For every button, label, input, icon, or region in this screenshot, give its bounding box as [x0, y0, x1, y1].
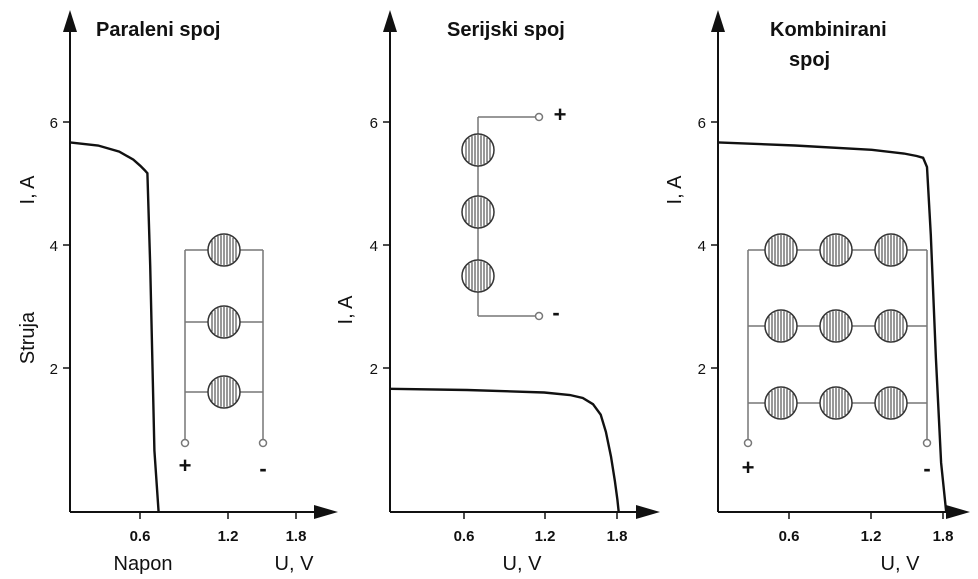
- solar-cell-icon: [764, 386, 798, 420]
- minus-sign: -: [923, 456, 930, 481]
- solar-cell-group: [764, 233, 908, 420]
- x-tick-label: 1.8: [607, 528, 628, 545]
- x-tick-label: 1.2: [218, 528, 239, 545]
- plus-sign: +: [554, 102, 567, 127]
- x-tick-label: 0.6: [130, 528, 151, 545]
- y-tick-label: 6: [370, 115, 378, 132]
- solar-cell-icon: [874, 386, 908, 420]
- solar-cell-icon: [461, 259, 495, 293]
- x-tick-label: 0.6: [454, 528, 475, 545]
- x-axis-label: U, V: [503, 553, 543, 575]
- plus-sign: +: [179, 453, 192, 478]
- plus-sign: +: [742, 455, 755, 480]
- y-axis-arrow-icon: [63, 10, 77, 32]
- panel-title-line-2: spoj: [789, 49, 830, 71]
- y-tick-label: 6: [50, 115, 58, 132]
- terminal-icon: [534, 112, 544, 122]
- solar-cell-icon: [207, 375, 241, 409]
- solar-cell-group: [461, 133, 495, 293]
- solar-cell-icon: [764, 233, 798, 267]
- solar-cell-icon: [874, 309, 908, 343]
- terminal-icon: [922, 438, 932, 448]
- x-axis-arrow-icon: [636, 505, 660, 519]
- y-tick-label: 4: [50, 238, 58, 255]
- solar-cell-icon: [764, 309, 798, 343]
- solar-cell-group: [207, 233, 241, 409]
- solar-cell-icon: [461, 195, 495, 229]
- terminal-icon: [743, 438, 753, 448]
- parallel-circuit-diagram: [180, 249, 268, 448]
- x-tick-label: 1.8: [933, 528, 954, 545]
- y-tick-label: 4: [698, 238, 706, 255]
- iv-curve-line: [69, 141, 160, 513]
- x-axis-arrow-icon: [946, 505, 970, 519]
- minus-sign: -: [259, 456, 266, 481]
- y-tick-label: 6: [698, 115, 706, 132]
- panel-kombinirani: Kombinirani spoj 6 4 2 0.6 1.2 1.8 I, A …: [664, 10, 970, 575]
- iv-curve-line: [717, 141, 948, 513]
- y-axis-label-extra: Struja: [17, 311, 39, 364]
- terminal-icon: [180, 438, 190, 448]
- terminal-icon: [534, 311, 544, 321]
- panel-title: Serijski spoj: [447, 19, 565, 41]
- y-tick-label: 2: [50, 361, 58, 378]
- panel-paraleni: Paraleni spoj 6 4 2 0.6 1.2 1.8 I, A Str…: [17, 10, 338, 575]
- y-axis-label: I, A: [335, 295, 357, 325]
- y-axis-arrow-icon: [711, 10, 725, 32]
- x-axis-label-extra: Napon: [114, 553, 173, 575]
- x-tick-label: 1.2: [535, 528, 556, 545]
- x-tick-label: 0.6: [779, 528, 800, 545]
- x-tick-label: 1.2: [861, 528, 882, 545]
- y-axis-arrow-icon: [383, 10, 397, 32]
- solar-cell-icon: [207, 233, 241, 267]
- x-tick-label: 1.8: [286, 528, 307, 545]
- y-tick-label: 2: [370, 361, 378, 378]
- panel-title: Paraleni spoj: [96, 19, 221, 41]
- minus-sign: -: [552, 300, 559, 325]
- panel-title-line-1: Kombinirani: [770, 19, 887, 41]
- terminal-icon: [258, 438, 268, 448]
- solar-cell-icon: [207, 305, 241, 339]
- x-axis-arrow-icon: [314, 505, 338, 519]
- y-axis-label: I, A: [664, 175, 686, 205]
- y-tick-label: 2: [698, 361, 706, 378]
- solar-cell-icon: [874, 233, 908, 267]
- solar-cell-icon: [819, 309, 853, 343]
- panel-serijski: Serijski spoj 6 4 2 0.6 1.2 1.8 I, A U, …: [335, 10, 660, 575]
- y-axis-label: I, A: [17, 175, 39, 205]
- iv-curve-line: [389, 387, 620, 513]
- solar-cell-icon: [819, 233, 853, 267]
- y-tick-label: 4: [370, 238, 378, 255]
- solar-cell-icon: [461, 133, 495, 167]
- x-axis-label: U, V: [275, 553, 315, 575]
- x-axis-label: U, V: [881, 553, 921, 575]
- solar-cell-icon: [819, 386, 853, 420]
